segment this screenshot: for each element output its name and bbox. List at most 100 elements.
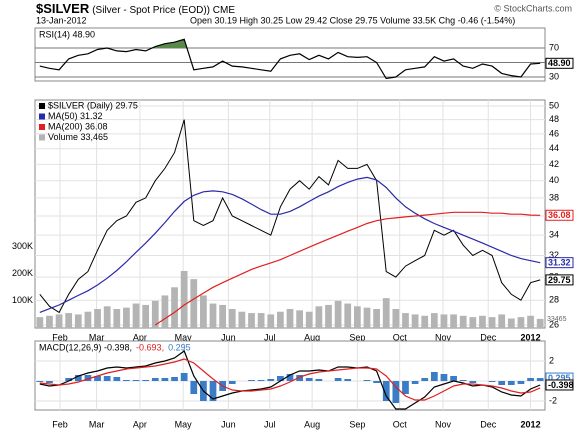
x-tick-label: 2012 — [521, 332, 541, 342]
y-tick-label: 46 — [549, 128, 559, 138]
panel — [34, 99, 546, 329]
bar — [315, 306, 323, 328]
y-tick-label: 40 — [549, 175, 559, 185]
legend-label: -0.693, — [136, 342, 164, 352]
bar — [353, 306, 361, 328]
bar — [219, 304, 227, 328]
bar — [123, 307, 130, 328]
bar — [103, 376, 111, 381]
last-value-box — [545, 257, 574, 269]
bar — [373, 309, 380, 328]
legend-swatch — [39, 124, 45, 130]
bar — [55, 314, 63, 328]
bar — [142, 304, 150, 328]
y-tick-label: 70 — [549, 42, 559, 52]
bar — [382, 298, 390, 328]
bar — [46, 315, 53, 328]
x-tick-label: Nov — [435, 419, 452, 429]
quote: Open 30.19 High 30.25 Low 29.42 Close 29… — [190, 15, 515, 25]
x-tick-label: Sep — [349, 332, 365, 342]
bar — [277, 376, 284, 381]
bar — [363, 307, 371, 328]
line — [39, 358, 541, 401]
bar — [479, 315, 486, 328]
bar — [536, 318, 544, 328]
x-tick-label: Jul — [264, 332, 276, 342]
bar — [36, 381, 44, 382]
bar — [469, 317, 477, 328]
bar — [411, 314, 419, 328]
y2-tick-label: 300K — [12, 241, 33, 251]
legend-label: MA(200) 36.08 — [48, 121, 108, 131]
line — [39, 119, 541, 314]
bar — [421, 378, 429, 381]
last-value-box — [545, 274, 574, 286]
x-tick-label: Dec — [480, 332, 497, 342]
bar — [132, 303, 140, 328]
bar — [200, 295, 207, 328]
bar — [373, 381, 380, 383]
bar — [113, 309, 121, 328]
bar — [459, 315, 467, 328]
bar — [421, 315, 429, 328]
last-value-label: 36.08 — [548, 210, 571, 220]
bar — [344, 303, 352, 328]
y-tick-label: 44 — [549, 143, 559, 153]
bar — [257, 313, 265, 328]
y2-tick-label: 200K — [12, 268, 33, 278]
symbol: $SILVER — [36, 1, 90, 16]
bar — [74, 375, 82, 381]
bar — [402, 313, 409, 328]
bar — [507, 318, 515, 328]
bar — [190, 279, 198, 328]
bar — [305, 311, 313, 328]
bar — [103, 306, 111, 328]
bar — [142, 380, 150, 381]
bar — [248, 380, 255, 381]
bar — [325, 304, 332, 328]
bar — [498, 314, 506, 328]
bar — [171, 287, 178, 328]
bar — [527, 315, 534, 328]
bar — [469, 381, 477, 383]
overbought-area — [39, 39, 541, 49]
y-tick-label: 30 — [549, 71, 559, 81]
x-tick-label: Feb — [52, 332, 68, 342]
x-tick-label: May — [175, 419, 193, 429]
last-value-box — [545, 379, 574, 391]
y-tick-label: 28 — [549, 295, 559, 305]
x-tick-label: Apr — [133, 419, 147, 429]
bar — [171, 377, 178, 381]
x-tick-label: Mar — [89, 332, 105, 342]
x-tick-label: Mar — [89, 419, 105, 429]
legend-label: RSI(14) 48.90 — [39, 29, 95, 39]
last-value-label: 48.90 — [548, 58, 571, 68]
x-tick-label: Jun — [221, 332, 236, 342]
bar — [392, 381, 400, 403]
bar — [517, 317, 525, 328]
x-tick-label: Aug — [304, 332, 320, 342]
copyright: © StockCharts.com — [494, 3, 572, 13]
bar — [161, 295, 169, 328]
bar — [113, 377, 121, 381]
bar — [161, 378, 169, 381]
bar — [151, 378, 159, 381]
bar — [450, 314, 457, 328]
x-tick-label: Feb — [52, 419, 68, 429]
last-value-label: 31.32 — [548, 258, 571, 268]
bar — [74, 314, 82, 328]
bar — [382, 381, 390, 401]
last-value-label: 33465 — [547, 316, 567, 323]
bar — [180, 373, 188, 381]
x-tick-label: Oct — [393, 419, 408, 429]
bar — [488, 381, 496, 382]
bar — [248, 313, 255, 328]
x-tick-label: Aug — [304, 419, 320, 429]
plot — [39, 38, 541, 80]
y-tick-label: 42 — [549, 159, 559, 169]
bar — [440, 374, 448, 381]
panel — [34, 27, 546, 82]
bar — [527, 378, 534, 381]
bar — [536, 378, 544, 381]
y-tick-label: 48 — [549, 114, 559, 124]
